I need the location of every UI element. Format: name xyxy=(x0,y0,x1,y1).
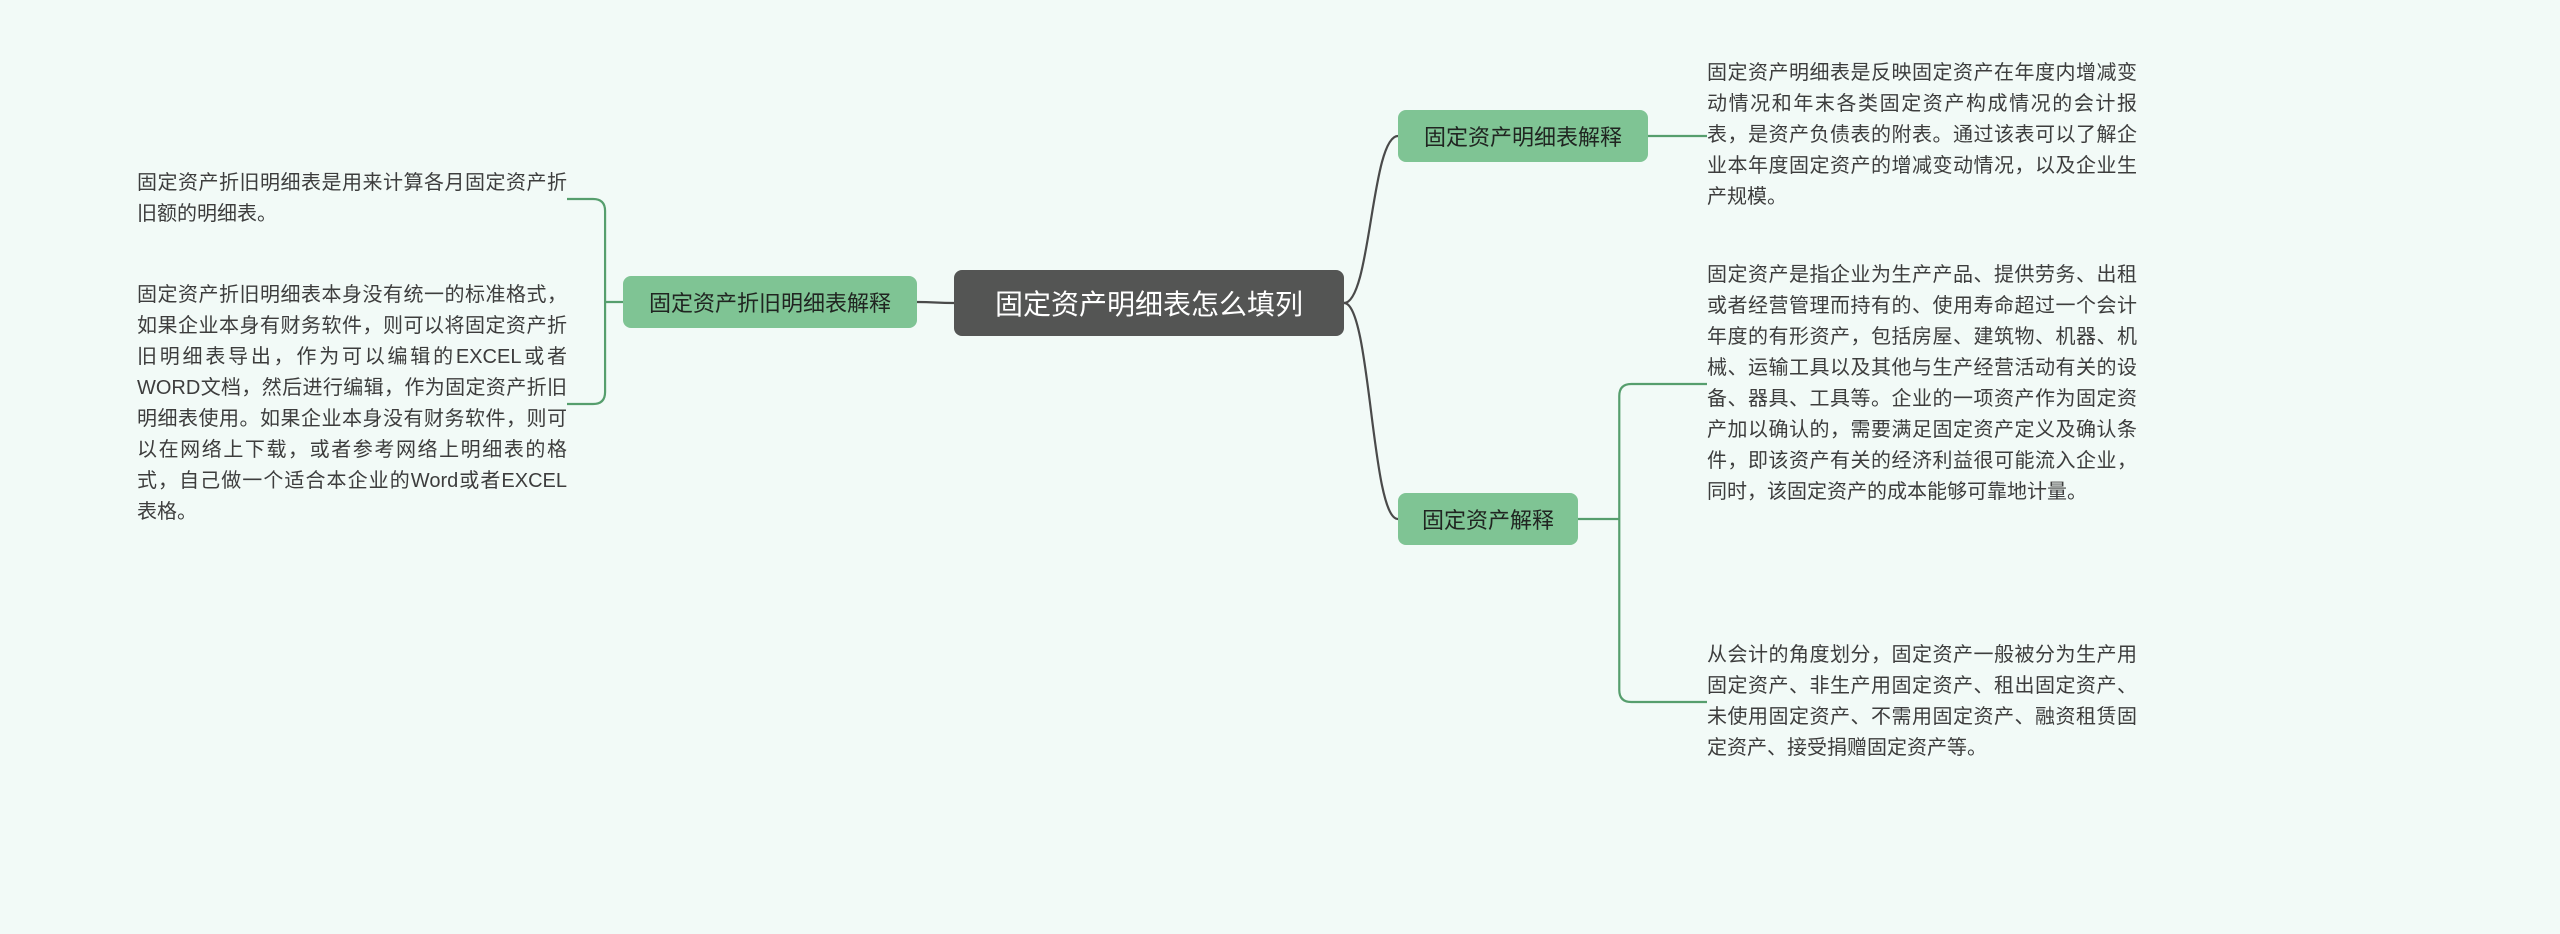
leaf-text: 从会计的角度划分，固定资产一般被分为生产用固定资产、非生产用固定资产、租出固定资… xyxy=(1707,640,2137,764)
branch-fixed-asset-explain[interactable]: 固定资产解释 xyxy=(1398,493,1578,545)
root-node[interactable]: 固定资产明细表怎么填列 xyxy=(954,270,1344,336)
leaf-text: 固定资产明细表是反映固定资产在年度内增减变动情况和年末各类固定资产构成情况的会计… xyxy=(1707,58,2137,213)
branch-detail-explain[interactable]: 固定资产明细表解释 xyxy=(1398,110,1648,162)
branch-label: 固定资产解释 xyxy=(1422,503,1554,535)
leaf-text: 固定资产折旧明细表本身没有统一的标准格式，如果企业本身有财务软件，则可以将固定资… xyxy=(137,280,567,528)
branch-label: 固定资产明细表解释 xyxy=(1424,120,1622,152)
leaf-text: 固定资产是指企业为生产产品、提供劳务、出租或者经营管理而持有的、使用寿命超过一个… xyxy=(1707,260,2137,508)
branch-label: 固定资产折旧明细表解释 xyxy=(649,286,891,318)
branch-depreciation-explain[interactable]: 固定资产折旧明细表解释 xyxy=(623,276,917,328)
root-label: 固定资产明细表怎么填列 xyxy=(995,283,1303,323)
leaf-text: 固定资产折旧明细表是用来计算各月固定资产折旧额的明细表。 xyxy=(137,168,567,230)
